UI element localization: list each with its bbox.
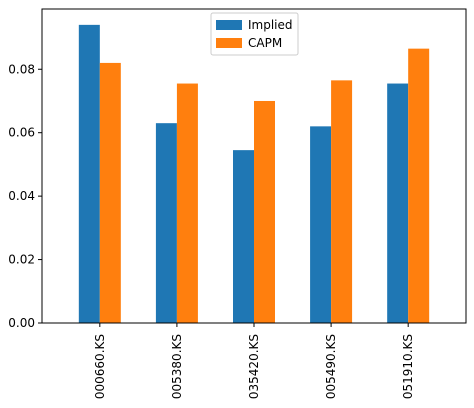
y-tick-label: 0.00 — [8, 316, 35, 330]
legend-swatch-capm — [216, 38, 242, 48]
x-tick-label: 051910.KS — [401, 334, 415, 399]
bar-capm-051910.KS — [408, 48, 430, 324]
x-tick-label: 000660.KS — [93, 334, 107, 399]
bars-layer — [78, 24, 430, 324]
y-tick-label: 0.06 — [8, 126, 35, 140]
x-tick-label: 005490.KS — [324, 334, 338, 399]
y-tick-label: 0.08 — [8, 62, 35, 76]
bar-capm-000660.KS — [99, 62, 121, 324]
bar-implied-005380.KS — [155, 123, 177, 324]
legend: Implied CAPM — [210, 12, 299, 56]
bar-capm-005490.KS — [331, 80, 353, 323]
bar-implied-005490.KS — [310, 126, 332, 323]
x-axis: 000660.KS 005380.KS 035420.KS 005490.KS 0519… — [93, 323, 415, 399]
bar-implied-035420.KS — [233, 150, 254, 323]
y-tick-label: 0.02 — [8, 253, 35, 267]
x-tick-label: 035420.KS — [247, 334, 261, 399]
y-axis: 0.00 0.02 0.04 0.06 0.08 — [8, 62, 42, 330]
bar-implied-000660.KS — [78, 24, 100, 324]
bar-implied-051910.KS — [387, 83, 409, 323]
legend-label-implied: Implied — [248, 18, 293, 32]
legend-swatch-implied — [216, 20, 242, 30]
legend-label-capm: CAPM — [248, 36, 282, 50]
y-tick-label: 0.04 — [8, 189, 35, 203]
x-tick-label: 005380.KS — [170, 334, 184, 399]
bar-capm-005380.KS — [176, 83, 198, 323]
bar-capm-035420.KS — [254, 100, 275, 323]
